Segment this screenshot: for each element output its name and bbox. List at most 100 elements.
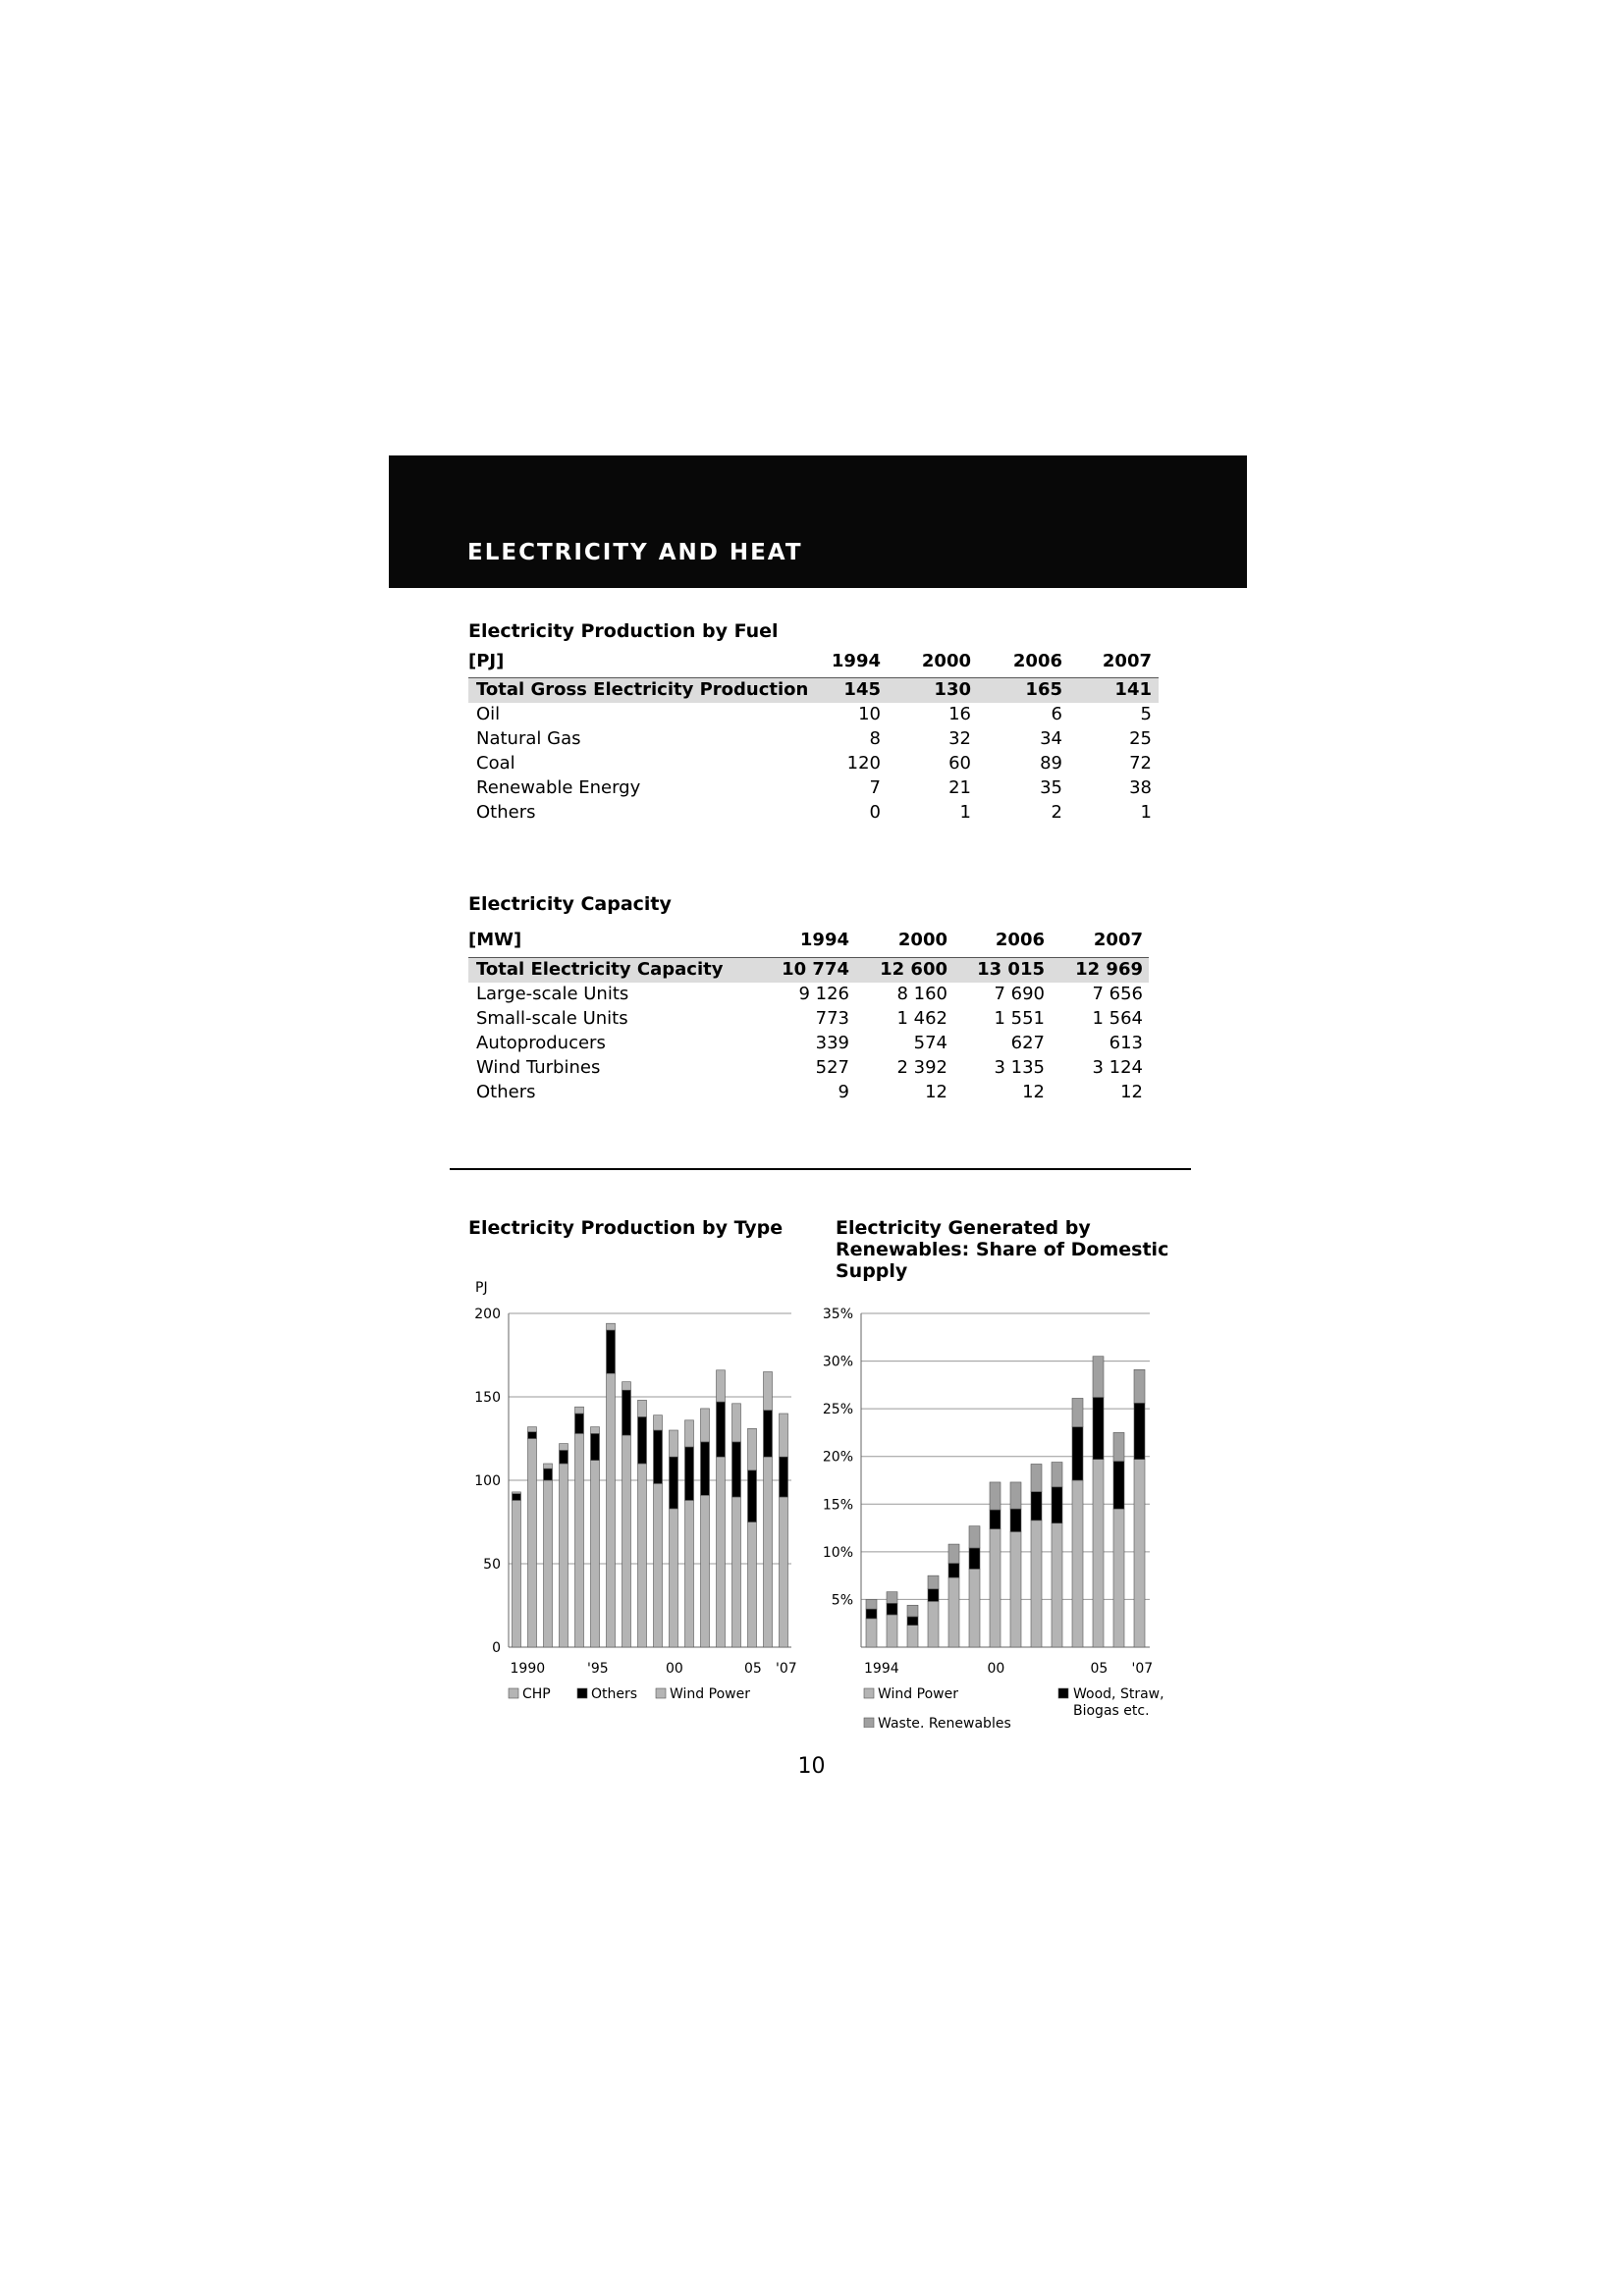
bar-segment [886,1614,898,1648]
bar-segment [865,1599,878,1610]
x-tick-label: 00 [988,1661,1005,1677]
bar-segment [1030,1491,1043,1522]
production-by-type-chart: PJ 0 50 100 150 200 1990 '95 00 05 '07 CHP Others Win… [474,1280,797,1702]
y-axis-label: PJ [475,1280,488,1296]
legend-label: Wind Power [670,1686,750,1702]
bar-segment [512,1491,521,1494]
bar-segment [947,1563,960,1578]
y-tick-label: 0 [492,1640,501,1656]
bar-segment [747,1428,757,1471]
table-row: Autoproducers 339 574 627 613 [476,1033,1143,1053]
legend-swatch [863,1687,875,1699]
table-row: Coal 120 60 89 72 [476,753,1152,774]
bar-segment [574,1413,584,1434]
bar-segment [716,1456,726,1648]
bar-segment [606,1329,616,1374]
bar-segment [886,1603,898,1616]
bar-segment [1133,1459,1146,1648]
x-tick-label: 00 [666,1661,683,1677]
x-tick-label: 1990 [511,1661,546,1677]
table-row: Wind Turbines 527 2 392 3 135 3 124 [476,1057,1143,1078]
bar-segment [653,1429,663,1484]
bar-segment [684,1500,694,1648]
bar-segment [1133,1369,1146,1404]
y-tick-label: 35% [823,1307,853,1322]
legend-label: Wood, Straw, Biogas etc. [1073,1686,1164,1719]
bar-segment [606,1372,616,1648]
table-header-row: [MW] 1994 2000 2006 2007 [468,929,1156,953]
bar-segment [512,1493,521,1501]
y-tick-label: 15% [823,1497,853,1513]
x-tick-label: '95 [587,1661,609,1677]
bar-segment [653,1483,663,1648]
x-tick-label: '07 [1132,1661,1154,1677]
bar-segment [1071,1398,1084,1427]
bar-segment [968,1525,981,1549]
bar-segment [716,1401,726,1458]
bar-segment [527,1426,537,1433]
total-row: Total Electricity Capacity 10 774 12 600… [468,957,1149,983]
section-title: ELECTRICITY AND HEAT [467,540,803,565]
bar-segment [1051,1486,1063,1524]
renewables-share-chart: 5% 10% 15% 20% 25% 30% 35% 1994 00 05 '07 Wind Powe… [823,1307,1164,1728]
chart2-title: Electricity Generated by Renewables: Sha… [836,1217,1169,1282]
legend-label: Wind Power [878,1686,958,1702]
bar-segment [968,1569,981,1648]
y-tick-label: 25% [823,1402,853,1417]
bar-segment [747,1469,757,1522]
legend-label-line: Wood, Straw, [1073,1686,1164,1702]
bar-segment [989,1509,1001,1529]
bar-segment [1051,1462,1063,1488]
bar-segment [559,1463,568,1648]
table-row: Others 0 1 2 1 [476,802,1152,823]
bar-segment [684,1446,694,1501]
table-row: Small-scale Units 773 1 462 1 551 1 564 [476,1008,1143,1029]
bar-segment [763,1410,773,1458]
legend-swatch [655,1687,667,1699]
bar-segment [1030,1520,1043,1648]
bar-segment [731,1441,741,1498]
bar-segment [747,1522,757,1648]
year-header: 1994 [831,651,881,671]
y-tick-label: 10% [823,1545,853,1561]
bar-segment [763,1371,773,1411]
bar-segment [1112,1508,1125,1648]
bar-segment [906,1625,919,1648]
bar-segment [669,1508,678,1648]
table-row: Oil 10 16 6 5 [476,704,1152,724]
bar-segment [1133,1403,1146,1460]
bar-segment [574,1433,584,1648]
bar-segment [1071,1479,1084,1648]
x-tick-label: '07 [776,1661,797,1677]
legend-label: CHP [522,1686,551,1702]
bar-segment [574,1406,584,1415]
year-header: 1994 [799,930,849,950]
y-tick-label: 50 [483,1557,501,1573]
bar-segment [1009,1481,1022,1510]
bar-segment [989,1481,1001,1511]
bar-segment [606,1322,616,1331]
bar-segment [989,1528,1001,1648]
bar-segment [1030,1464,1043,1492]
bar-segment [559,1450,568,1465]
bar-segment [731,1496,741,1648]
bar-segment [543,1463,553,1469]
bar-segment [731,1403,741,1443]
bar-segment [512,1500,521,1648]
year-header: 2007 [1093,930,1143,950]
bar-segment [779,1496,788,1648]
bar-segment [543,1479,553,1648]
bar-segment [1092,1397,1105,1460]
bar-segment [559,1443,568,1451]
bar-segment [622,1389,631,1436]
bar-segment [865,1618,878,1648]
bar-segment [1071,1426,1084,1481]
unit-label: [PJ] [468,651,505,671]
legend-swatch [576,1687,588,1699]
bar-segment [906,1604,919,1618]
legend-swatch [1057,1687,1069,1699]
bar-segment [700,1495,710,1648]
year-header: 2000 [897,930,947,950]
bar-segment [1092,1356,1105,1398]
bar-segment [637,1416,647,1465]
